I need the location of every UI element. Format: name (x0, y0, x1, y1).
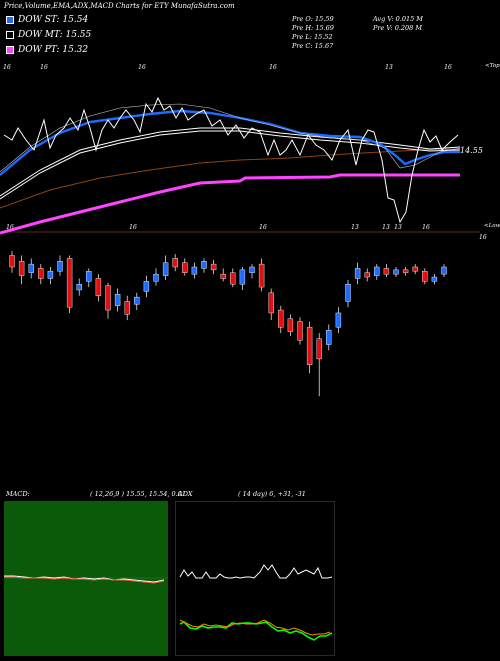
ema-white-line-2 (0, 130, 461, 200)
prev-volume: Pre V: 0.208 M (373, 24, 423, 32)
up-candle (201, 261, 207, 269)
down-candle (258, 263, 265, 288)
ohlc-low: Pre L: 15.52 (292, 33, 333, 41)
chart-title: Price,Volume,EMA,ADX,MACD Charts for ETY… (4, 2, 235, 10)
down-candle (364, 272, 370, 278)
top-date-label: 13 (385, 64, 393, 71)
up-candle (326, 329, 332, 345)
legend-label: DOW MT: 15.55 (18, 30, 92, 40)
dotted-price-line (0, 103, 461, 173)
up-candle (114, 294, 121, 306)
down-candle (124, 301, 130, 315)
legend-swatch-icon (6, 46, 14, 54)
up-candle (345, 284, 351, 302)
lower-marker-label: <Lower (484, 223, 500, 229)
top-date-label: 16 (444, 64, 452, 71)
close-price-line (3, 96, 459, 224)
down-candle (278, 309, 284, 328)
macd-svg (4, 575, 168, 584)
down-candle (412, 266, 418, 272)
top-marker-label: <Top (485, 63, 500, 69)
ohlc-close: Pre C: 15.67 (292, 42, 334, 50)
down-candle (402, 269, 409, 273)
top-date-label: 16 (40, 64, 48, 71)
up-candle (441, 266, 447, 275)
macd-label: MACD: (6, 490, 30, 498)
down-candle (316, 338, 322, 360)
down-candle (210, 263, 217, 271)
ema-long-line (0, 173, 460, 235)
bottom-date-label: 16 (422, 224, 430, 231)
legend-label: DOW ST: 15.54 (18, 15, 89, 25)
down-candle (182, 262, 188, 273)
up-candle (86, 271, 92, 282)
macd-panel (4, 501, 168, 656)
up-candle (134, 296, 140, 305)
down-candle (18, 261, 25, 276)
legend-swatch-icon (6, 31, 14, 39)
adx-panel (175, 501, 335, 656)
down-candle (268, 292, 274, 314)
macd-signal-line (4, 576, 165, 584)
adx-label: ADX (178, 490, 193, 498)
top-date-label: 16 (269, 64, 277, 71)
right-date-label: 16 (479, 234, 487, 241)
bottom-date-label: 16 (129, 224, 137, 231)
down-candle (105, 285, 111, 311)
down-candle (230, 272, 236, 285)
down-candle (297, 321, 303, 341)
adx-svg (179, 564, 333, 641)
down-candle (220, 273, 226, 279)
down-candle (38, 268, 44, 279)
down-candle (287, 318, 294, 332)
price-tag-label: 14.55 (460, 146, 483, 155)
up-candle (191, 266, 198, 275)
adx-params: ( 14 day) 6, +31, -31 (238, 490, 306, 498)
legend-item-dow-mt: DOW MT: 15.55 (6, 29, 91, 41)
up-candle (335, 312, 342, 328)
bottom-date-label: 13 (382, 224, 390, 231)
legend-label: DOW PT: 15.32 (18, 45, 89, 55)
up-candle (143, 281, 150, 292)
legend-swatch-icon (6, 16, 14, 24)
top-date-label: 16 (138, 64, 146, 71)
adx-di-minus-line (179, 619, 331, 636)
down-candle (306, 327, 313, 365)
adx-line (179, 564, 333, 579)
up-candle (239, 269, 246, 285)
down-candle (9, 255, 15, 268)
down-candle (422, 271, 428, 282)
up-candle (162, 262, 169, 276)
ema-white-line-1 (0, 127, 461, 197)
top-date-label: 16 (3, 64, 11, 71)
down-candle (383, 268, 390, 275)
up-candle (393, 269, 399, 275)
adx-di-plus-line (179, 621, 333, 641)
up-candle (76, 284, 82, 291)
bottom-date-label: 13 (394, 224, 402, 231)
ema-short-line (0, 109, 460, 176)
ohlc-high: Pre H: 15.69 (292, 24, 334, 32)
legend-item-dow-st: DOW ST: 15.54 (6, 14, 88, 26)
ohlc-open: Pre O: 15.59 (292, 15, 334, 23)
up-candle (354, 268, 361, 279)
macd-params: ( 12,26,9 ) 15.55, 15.54, 0.01 (90, 490, 187, 498)
legend-item-dow-pt: DOW PT: 15.32 (6, 44, 88, 56)
up-candle (153, 273, 159, 282)
bottom-date-label: 16 (6, 224, 14, 231)
down-candle (172, 258, 178, 268)
bottom-date-label: 13 (351, 224, 359, 231)
bottom-date-label: 16 (259, 224, 267, 231)
ema-mid-line (0, 148, 461, 209)
up-candle (28, 263, 34, 273)
up-candle (374, 266, 380, 276)
up-candle (249, 266, 255, 273)
up-candle (431, 276, 438, 282)
avg-volume: Avg V: 0.015 M (373, 15, 423, 23)
up-candle (47, 271, 54, 279)
down-candle (66, 258, 73, 308)
up-candle (57, 261, 63, 272)
down-candle (95, 278, 102, 296)
